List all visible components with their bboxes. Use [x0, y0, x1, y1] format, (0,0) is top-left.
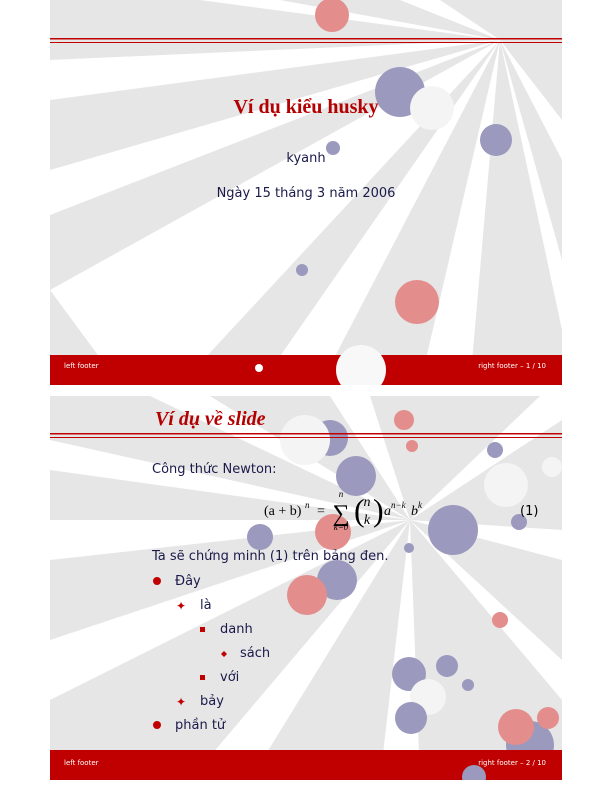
- math: a: [384, 504, 391, 519]
- header-rule: [50, 437, 562, 438]
- circle: [462, 679, 474, 691]
- footer-bar: [50, 355, 562, 385]
- slide-title: Ví dụ về slide: [155, 408, 266, 430]
- header-rule: [50, 38, 562, 40]
- header-rule: [50, 433, 562, 435]
- list: Đây ✦ là danh sách với ✦ bảy phần tử: [153, 574, 270, 733]
- math: (: [354, 492, 365, 528]
- math: k: [364, 513, 371, 528]
- circle: [394, 410, 414, 430]
- circle: [315, 0, 349, 32]
- circle: [296, 264, 308, 276]
- header-rule: [50, 42, 562, 43]
- bullet: [200, 627, 205, 632]
- list-item: với: [220, 670, 239, 685]
- paragraph: Công thức Newton:: [152, 462, 277, 477]
- math: =: [317, 504, 325, 519]
- bullet: ✦: [176, 695, 186, 709]
- footer-right: right footer – 2 / 10: [478, 759, 546, 767]
- math: n: [339, 489, 344, 499]
- circle: [247, 524, 273, 550]
- circle: [287, 575, 327, 615]
- circle: [484, 463, 528, 507]
- equation: (a + b) n = ∑ n k=0 ( n k ) a n−k b k (1…: [264, 489, 538, 532]
- bullet: [200, 675, 205, 680]
- footer-right: right footer – 1 / 10: [478, 362, 546, 370]
- list-item: Đây: [175, 574, 201, 589]
- circle: [462, 765, 486, 780]
- paragraph: Ta sẽ chứng minh (1) trên bảng đen.: [151, 549, 388, 564]
- circle: [395, 702, 427, 734]
- bullet: [153, 577, 161, 585]
- math: k: [418, 500, 423, 510]
- math: (a + b): [264, 504, 302, 519]
- footer-left: left footer: [64, 759, 99, 767]
- equation-number: (1): [520, 504, 538, 519]
- footer-left: left footer: [64, 362, 99, 370]
- math: n: [305, 500, 310, 510]
- author: kyanh: [286, 151, 325, 166]
- slide: Ví dụ kiểu husky kyanh Ngày 15 tháng 3 n…: [50, 0, 562, 385]
- circle: [487, 442, 503, 458]
- circle: [498, 709, 534, 745]
- circle: [511, 514, 527, 530]
- circle: [404, 543, 414, 553]
- circle: [255, 364, 263, 372]
- math: b: [411, 504, 418, 519]
- date: Ngày 15 tháng 3 năm 2006: [217, 186, 396, 201]
- circle: [406, 440, 418, 452]
- circle: [537, 707, 559, 729]
- bullet: [221, 651, 227, 657]
- math: ∑: [332, 501, 349, 527]
- circle: [428, 505, 478, 555]
- list-item: là: [200, 598, 212, 613]
- circle: [326, 141, 340, 155]
- circle: [280, 415, 330, 465]
- slide-title: Ví dụ kiểu husky: [233, 96, 378, 118]
- list-item: sách: [240, 646, 270, 661]
- circle: [336, 456, 376, 496]
- math: n: [364, 495, 371, 510]
- rays: [50, 0, 562, 385]
- circle: [395, 280, 439, 324]
- bullet: ✦: [176, 599, 186, 613]
- bullet: [153, 721, 161, 729]
- circle: [317, 560, 357, 600]
- circle: [315, 514, 351, 550]
- circle: [336, 345, 386, 385]
- circle: [436, 655, 458, 677]
- circle: [492, 612, 508, 628]
- slide: Ví dụ về slide Công thức Newton: (a + b)…: [50, 396, 562, 780]
- list-item: phần tử: [175, 718, 226, 733]
- circle: [410, 86, 454, 130]
- math: k=0: [334, 522, 349, 532]
- circle: [480, 124, 512, 156]
- math: ): [373, 492, 384, 528]
- list-item: bảy: [200, 694, 224, 709]
- circle: [542, 457, 562, 477]
- list-item: danh: [220, 622, 253, 637]
- math: n−k: [391, 500, 407, 510]
